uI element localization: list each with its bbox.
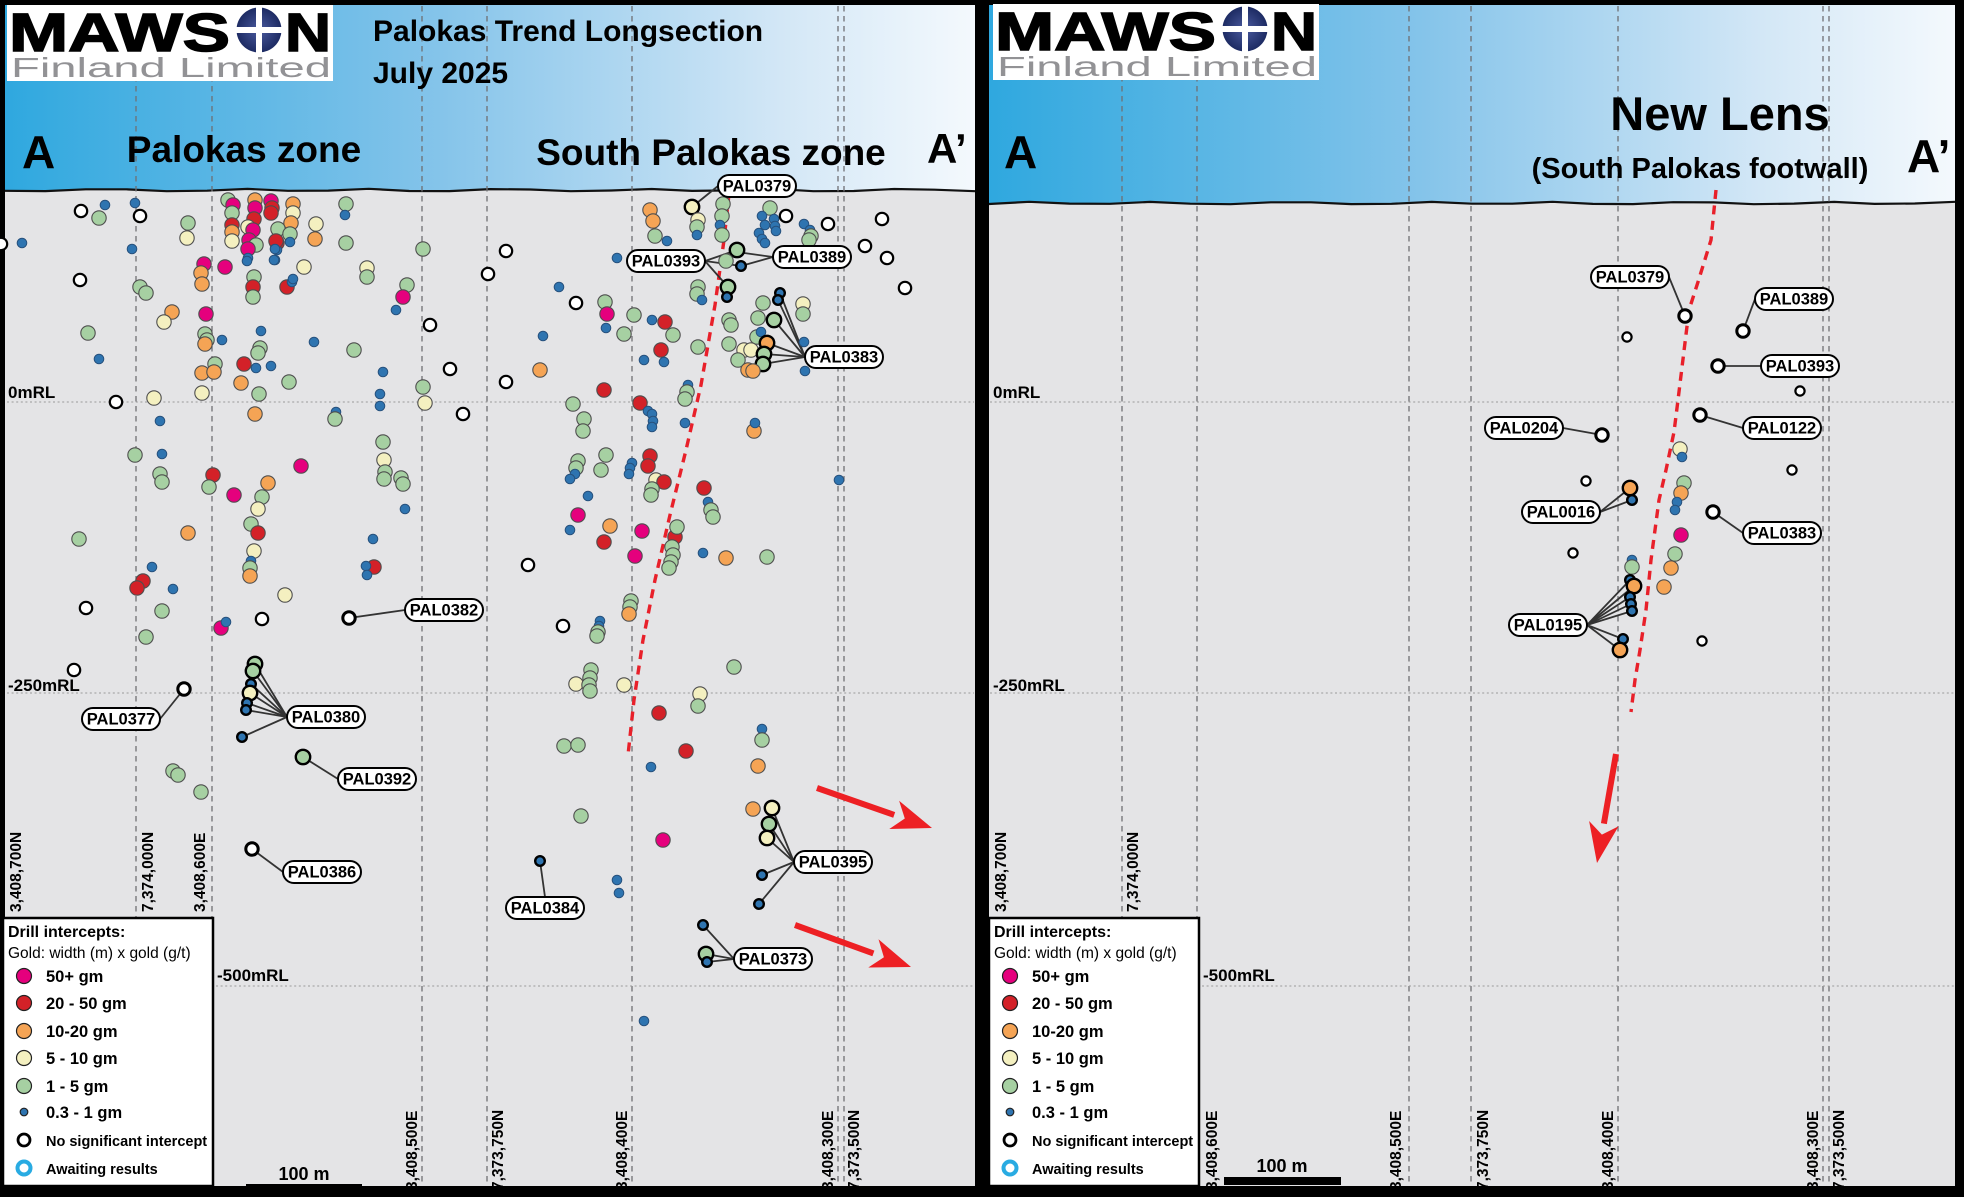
svg-text:3,408,400E: 3,408,400E bbox=[1600, 1111, 1617, 1190]
svg-text:PAL0204: PAL0204 bbox=[1490, 420, 1559, 438]
svg-text:50+ gm: 50+ gm bbox=[46, 968, 103, 986]
svg-text:10-20 gm: 10-20 gm bbox=[46, 1023, 118, 1041]
svg-text:PAL0380: PAL0380 bbox=[292, 709, 360, 727]
svg-text:Drill intercepts:: Drill intercepts: bbox=[994, 924, 1111, 941]
svg-text:7,373,750N: 7,373,750N bbox=[490, 1110, 507, 1190]
svg-text:7,374,000N: 7,374,000N bbox=[140, 832, 157, 912]
svg-text:A’: A’ bbox=[927, 125, 967, 172]
svg-text:3,408,500E: 3,408,500E bbox=[404, 1111, 421, 1190]
svg-text:20 - 50 gm: 20 - 50 gm bbox=[1032, 995, 1113, 1013]
svg-text:PAL0383: PAL0383 bbox=[1748, 525, 1816, 543]
svg-text:PAL0393: PAL0393 bbox=[1766, 358, 1834, 376]
svg-text:South Palokas zone: South Palokas zone bbox=[536, 132, 886, 173]
svg-text:Awaiting results: Awaiting results bbox=[46, 1162, 158, 1178]
svg-text:PAL0384: PAL0384 bbox=[511, 900, 580, 918]
svg-text:10-20 gm: 10-20 gm bbox=[1032, 1023, 1104, 1041]
svg-text:-500mRL: -500mRL bbox=[217, 966, 289, 985]
svg-text:PAL0383: PAL0383 bbox=[810, 349, 878, 367]
svg-text:PAL0389: PAL0389 bbox=[778, 249, 846, 267]
svg-text:Gold: width (m) x gold (g/t): Gold: width (m) x gold (g/t) bbox=[994, 945, 1177, 962]
svg-text:A: A bbox=[22, 126, 55, 178]
svg-text:5 - 10 gm: 5 - 10 gm bbox=[1032, 1050, 1104, 1068]
svg-text:A: A bbox=[1004, 126, 1037, 178]
svg-text:50+ gm: 50+ gm bbox=[1032, 968, 1089, 986]
svg-text:A’: A’ bbox=[1907, 130, 1950, 182]
svg-text:7,373,500N: 7,373,500N bbox=[1831, 1110, 1848, 1190]
svg-text:July 2025: July 2025 bbox=[373, 57, 508, 90]
svg-text:No significant intercept: No significant intercept bbox=[46, 1134, 207, 1150]
svg-text:7,374,000N: 7,374,000N bbox=[1125, 832, 1142, 912]
svg-text:N: N bbox=[285, 3, 331, 63]
svg-text:-500mRL: -500mRL bbox=[1203, 966, 1275, 985]
svg-text:PAL0382: PAL0382 bbox=[410, 602, 478, 620]
svg-text:Drill intercepts:: Drill intercepts: bbox=[8, 924, 125, 941]
svg-text:100 m: 100 m bbox=[1256, 1156, 1307, 1176]
svg-text:3,408,700N: 3,408,700N bbox=[993, 832, 1010, 912]
svg-text:0mRL: 0mRL bbox=[993, 383, 1040, 402]
svg-text:3,408,600E: 3,408,600E bbox=[1204, 1111, 1221, 1190]
svg-text:PAL0122: PAL0122 bbox=[1748, 420, 1816, 438]
svg-text:N: N bbox=[1271, 2, 1317, 62]
svg-text:Palokas zone: Palokas zone bbox=[127, 129, 361, 170]
svg-text:Gold: width (m) x gold (g/t): Gold: width (m) x gold (g/t) bbox=[8, 945, 191, 962]
svg-text:3,408,600E: 3,408,600E bbox=[192, 833, 209, 912]
svg-text:20 - 50 gm: 20 - 50 gm bbox=[46, 995, 127, 1013]
svg-text:0mRL: 0mRL bbox=[8, 383, 55, 402]
svg-text:Finland Limited: Finland Limited bbox=[997, 51, 1317, 82]
svg-text:PAL0395: PAL0395 bbox=[799, 854, 867, 872]
svg-text:(South Palokas footwall): (South Palokas footwall) bbox=[1532, 153, 1869, 185]
svg-text:PAL0373: PAL0373 bbox=[739, 951, 807, 969]
svg-text:PAL0386: PAL0386 bbox=[288, 864, 356, 882]
svg-text:3,408,700N: 3,408,700N bbox=[8, 832, 25, 912]
svg-text:PAL0379: PAL0379 bbox=[1596, 269, 1664, 287]
svg-text:3,408,400E: 3,408,400E bbox=[614, 1111, 631, 1190]
svg-text:PAL0016: PAL0016 bbox=[1527, 504, 1595, 522]
svg-text:PAL0389: PAL0389 bbox=[1760, 291, 1828, 309]
svg-text:100 m: 100 m bbox=[278, 1164, 329, 1184]
svg-text:5 - 10 gm: 5 - 10 gm bbox=[46, 1050, 118, 1068]
svg-text:1 - 5 gm: 1 - 5 gm bbox=[46, 1078, 108, 1096]
svg-text:3,408,300E: 3,408,300E bbox=[820, 1111, 837, 1190]
svg-text:Palokas Trend Longsection: Palokas Trend Longsection bbox=[373, 15, 763, 48]
svg-text:3,408,500E: 3,408,500E bbox=[1388, 1111, 1405, 1190]
svg-text:MAWS: MAWS bbox=[995, 2, 1216, 62]
svg-text:1 - 5 gm: 1 - 5 gm bbox=[1032, 1078, 1094, 1096]
svg-text:3,408,300E: 3,408,300E bbox=[1805, 1111, 1822, 1190]
svg-text:PAL0195: PAL0195 bbox=[1514, 617, 1582, 635]
svg-text:7,373,750N: 7,373,750N bbox=[1475, 1110, 1492, 1190]
svg-text:Finland Limited: Finland Limited bbox=[11, 52, 331, 83]
svg-text:PAL0393: PAL0393 bbox=[632, 253, 700, 271]
svg-text:0.3 - 1 gm: 0.3 - 1 gm bbox=[46, 1104, 122, 1122]
svg-text:0.3 - 1 gm: 0.3 - 1 gm bbox=[1032, 1104, 1108, 1122]
svg-text:-250mRL: -250mRL bbox=[8, 676, 80, 695]
svg-text:MAWS: MAWS bbox=[9, 3, 230, 63]
svg-text:No significant intercept: No significant intercept bbox=[1032, 1134, 1193, 1150]
svg-text:New Lens: New Lens bbox=[1610, 87, 1829, 140]
svg-text:Awaiting results: Awaiting results bbox=[1032, 1162, 1144, 1178]
svg-text:PAL0379: PAL0379 bbox=[723, 178, 791, 196]
svg-text:7,373,500N: 7,373,500N bbox=[846, 1110, 863, 1190]
svg-text:PAL0392: PAL0392 bbox=[343, 771, 411, 789]
svg-text:PAL0377: PAL0377 bbox=[87, 711, 155, 729]
svg-text:-250mRL: -250mRL bbox=[993, 676, 1065, 695]
